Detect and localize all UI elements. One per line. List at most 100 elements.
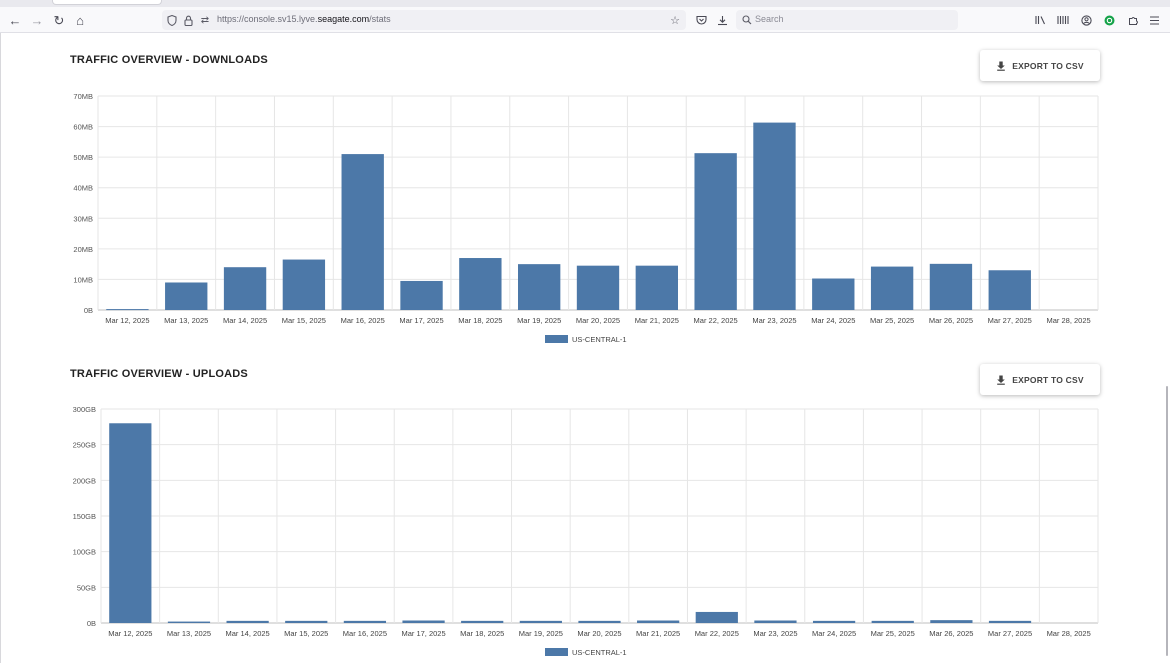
downloads-bar	[812, 278, 855, 310]
uploads-bar	[285, 620, 328, 623]
active-tab[interactable]	[52, 0, 162, 5]
downloads-xtick-label: Mar 24, 2025	[811, 316, 855, 325]
downloads-export-label: EXPORT TO CSV	[1012, 60, 1084, 71]
uploads-bar	[578, 620, 621, 623]
extension-badge-icon[interactable]	[1100, 11, 1118, 29]
downloads-bar	[753, 122, 796, 311]
uploads-ytick-label: 0B	[87, 619, 96, 628]
uploads-ytick-label: 300GB	[73, 405, 96, 414]
downloads-bar	[400, 280, 443, 310]
sidebar-icon[interactable]	[1054, 11, 1072, 29]
bookmark-star-icon[interactable]: ☆	[670, 14, 680, 27]
downloads-export-button[interactable]: EXPORT TO CSV	[980, 50, 1100, 81]
account-icon[interactable]	[1077, 11, 1095, 29]
menu-icon[interactable]	[1145, 11, 1163, 29]
url-text[interactable]: https://console.sv15.lyve.seagate.com/st…	[217, 14, 391, 24]
downloads-bar	[635, 265, 678, 310]
pocket-icon[interactable]	[692, 11, 710, 29]
uploads-bar	[871, 620, 914, 623]
uploads-title: TRAFFIC OVERVIEW - UPLOADS	[70, 368, 248, 380]
downloads-ytick-label: 50MB	[73, 153, 93, 162]
lock-icon[interactable]	[181, 12, 195, 28]
downloads-xtick-label: Mar 26, 2025	[929, 316, 973, 325]
reload-icon[interactable]: ↻	[53, 12, 65, 28]
uploads-bar	[167, 621, 211, 623]
uploads-bar	[930, 620, 973, 623]
page-scrollbar[interactable]	[1166, 386, 1168, 656]
downloads-xtick-label: Mar 13, 2025	[164, 316, 208, 325]
uploads-bar	[988, 620, 1032, 623]
downloads-xtick-label: Mar 27, 2025	[988, 316, 1032, 325]
uploads-xtick-label: Mar 16, 2025	[343, 629, 387, 638]
uploads-ytick-label: 200GB	[73, 476, 96, 485]
uploads-bar	[109, 423, 152, 623]
uploads-export-button[interactable]: EXPORT TO CSV	[980, 364, 1100, 395]
browser-toolbar: ← → ↻ ⌂ ⇄ https://console.sv15.lyve.seag…	[0, 7, 1170, 33]
uploads-bar	[637, 620, 680, 623]
downloads-xtick-label: Mar 14, 2025	[223, 316, 267, 325]
uploads-legend-label: US-CENTRAL-1	[572, 648, 627, 657]
downloads-xtick-label: Mar 23, 2025	[752, 316, 796, 325]
uploads-bar	[343, 620, 387, 623]
downloads-bar	[341, 154, 384, 310]
downloads-bar	[870, 266, 914, 310]
downloads-bar	[459, 258, 502, 310]
uploads-xtick-label: Mar 12, 2025	[108, 629, 152, 638]
uploads-xtick-label: Mar 17, 2025	[401, 629, 445, 638]
downloads-icon[interactable]	[713, 11, 731, 29]
downloads-ytick-label: 30MB	[73, 214, 93, 223]
shield-icon[interactable]	[165, 12, 179, 28]
extensions-puzzle-icon[interactable]	[1124, 11, 1142, 29]
downloads-ytick-label: 60MB	[73, 123, 93, 132]
downloads-bar	[694, 153, 737, 310]
downloads-bar	[518, 264, 561, 310]
address-bar[interactable]: ⇄ https://console.sv15.lyve.seagate.com/…	[162, 10, 686, 30]
downloads-xtick-label: Mar 25, 2025	[870, 316, 914, 325]
permissions-icon[interactable]: ⇄	[200, 14, 210, 26]
downloads-legend-swatch	[545, 335, 568, 343]
uploads-ytick-label: 250GB	[73, 441, 96, 450]
downloads-bar	[929, 263, 973, 310]
downloads-xtick-label: Mar 17, 2025	[399, 316, 443, 325]
uploads-xtick-label: Mar 27, 2025	[988, 629, 1032, 638]
downloads-bar	[576, 265, 620, 310]
uploads-xtick-label: Mar 14, 2025	[226, 629, 270, 638]
uploads-xtick-label: Mar 18, 2025	[460, 629, 504, 638]
downloads-bar	[106, 309, 149, 311]
download-icon	[997, 375, 1006, 385]
uploads-xtick-label: Mar 24, 2025	[812, 629, 856, 638]
uploads-xtick-label: Mar 20, 2025	[577, 629, 621, 638]
search-box[interactable]: Search	[736, 10, 958, 30]
uploads-xtick-label: Mar 28, 2025	[1047, 629, 1091, 638]
uploads-bar	[754, 620, 797, 623]
uploads-bar	[812, 620, 856, 623]
uploads-xtick-label: Mar 23, 2025	[753, 629, 797, 638]
downloads-xtick-label: Mar 12, 2025	[105, 316, 149, 325]
downloads-ytick-label: 40MB	[73, 184, 93, 193]
downloads-bar	[165, 282, 208, 310]
uploads-export-label: EXPORT TO CSV	[1012, 374, 1084, 385]
uploads-xtick-label: Mar 19, 2025	[519, 629, 563, 638]
uploads-xtick-label: Mar 15, 2025	[284, 629, 328, 638]
uploads-xtick-label: Mar 25, 2025	[871, 629, 915, 638]
tab-strip	[0, 0, 1170, 7]
back-arrow-icon[interactable]: ←	[8, 12, 22, 28]
search-input[interactable]: Search	[755, 14, 784, 24]
downloads-bar	[282, 259, 326, 310]
downloads-ytick-label: 10MB	[73, 275, 93, 284]
downloads-bar	[988, 270, 1031, 310]
uploads-bar	[519, 620, 562, 623]
downloads-bar	[223, 267, 267, 310]
downloads-ytick-label: 0B	[84, 306, 93, 315]
downloads-xtick-label: Mar 19, 2025	[517, 316, 561, 325]
home-icon[interactable]: ⌂	[76, 12, 84, 28]
uploads-xtick-label: Mar 13, 2025	[167, 629, 211, 638]
uploads-ytick-label: 50GB	[77, 583, 96, 592]
forward-arrow-icon[interactable]: →	[30, 12, 44, 28]
uploads-bar	[226, 620, 269, 623]
download-icon	[997, 61, 1006, 71]
uploads-ytick-label: 150GB	[73, 512, 96, 521]
library-icon[interactable]	[1032, 11, 1050, 29]
